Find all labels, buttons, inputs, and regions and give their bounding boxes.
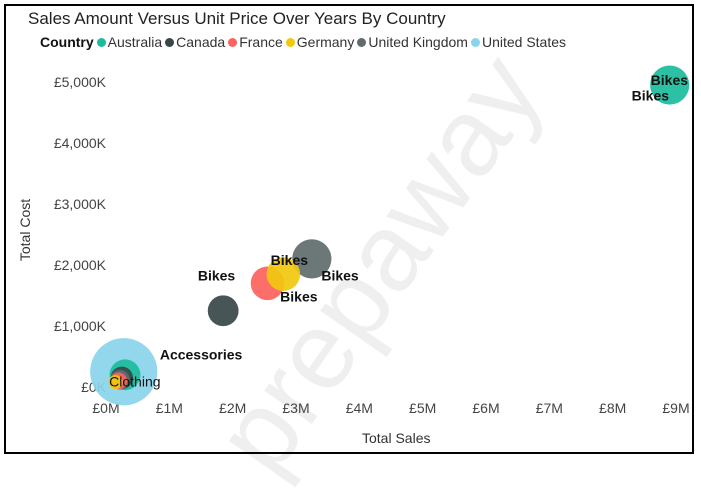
- legend-marker: [285, 37, 295, 47]
- data-label: Bikes: [632, 87, 670, 103]
- legend-label: United States: [481, 34, 567, 50]
- y-tick-label: £5,000K: [54, 74, 107, 90]
- bubble-united-kingdom: [292, 239, 332, 279]
- chart-frame: [4, 4, 694, 454]
- legend-label: France: [239, 34, 283, 50]
- x-tick-label: £2M: [219, 400, 246, 416]
- legend-marker: [96, 37, 106, 47]
- legend-title: Country: [40, 34, 94, 50]
- legend-label: Australia: [107, 34, 163, 50]
- x-tick-label: £0M: [92, 400, 119, 416]
- x-tick-label: £5M: [409, 400, 436, 416]
- x-tick-label: £9M: [662, 400, 689, 416]
- y-tick-label: £4,000K: [54, 135, 107, 151]
- chart-title: Sales Amount Versus Unit Price Over Year…: [28, 9, 446, 28]
- data-label: Bikes: [280, 289, 318, 305]
- y-axis-title: Total Cost: [17, 198, 33, 262]
- scatter-plot: £0K£1,000K£2,000K£3,000K£4,000K£5,000K£0…: [54, 65, 690, 416]
- legend-item-united-kingdom: United Kingdom: [357, 34, 468, 50]
- legend-item-australia: Australia: [96, 34, 163, 50]
- data-label: Clothing: [109, 373, 160, 389]
- data-label: Bikes: [271, 252, 309, 268]
- legend-label: Canada: [176, 34, 226, 50]
- x-tick-label: £3M: [282, 400, 309, 416]
- legend-item-canada: Canada: [165, 34, 225, 50]
- bubble-germany: [266, 257, 301, 291]
- legend-item-united-states: United States: [470, 34, 567, 50]
- data-label: Bikes: [651, 72, 689, 88]
- legend-item-germany: Germany: [285, 34, 355, 50]
- x-tick-label: £4M: [346, 400, 373, 416]
- data-label: Accessories: [160, 347, 243, 363]
- legend-label: United Kingdom: [368, 34, 468, 50]
- x-tick-label: £6M: [472, 400, 499, 416]
- legend-item-france: France: [228, 34, 283, 50]
- legend: Country Australia Canada France Germany Unit…: [40, 34, 569, 50]
- y-tick-label: £2,000K: [54, 257, 107, 273]
- legend-marker: [165, 37, 175, 47]
- x-tick-label: £8M: [599, 400, 626, 416]
- y-tick-label: £3,000K: [54, 196, 107, 212]
- legend-marker: [228, 37, 238, 47]
- x-tick-label: £1M: [156, 400, 183, 416]
- x-tick-label: £7M: [536, 400, 563, 416]
- legend-items: Australia Canada France Germany United Kingd…: [96, 34, 569, 50]
- bubble-canada: [207, 295, 239, 327]
- legend-marker: [357, 37, 367, 47]
- data-label: Bikes: [198, 267, 236, 283]
- legend-label: Germany: [296, 34, 355, 50]
- bubble-germany: [108, 375, 123, 390]
- x-axis-title: Total Sales: [362, 430, 431, 446]
- y-tick-label: £1,000K: [54, 318, 107, 334]
- data-label: Bikes: [321, 267, 359, 283]
- bubble-australia: [650, 65, 690, 105]
- legend-marker: [470, 37, 480, 47]
